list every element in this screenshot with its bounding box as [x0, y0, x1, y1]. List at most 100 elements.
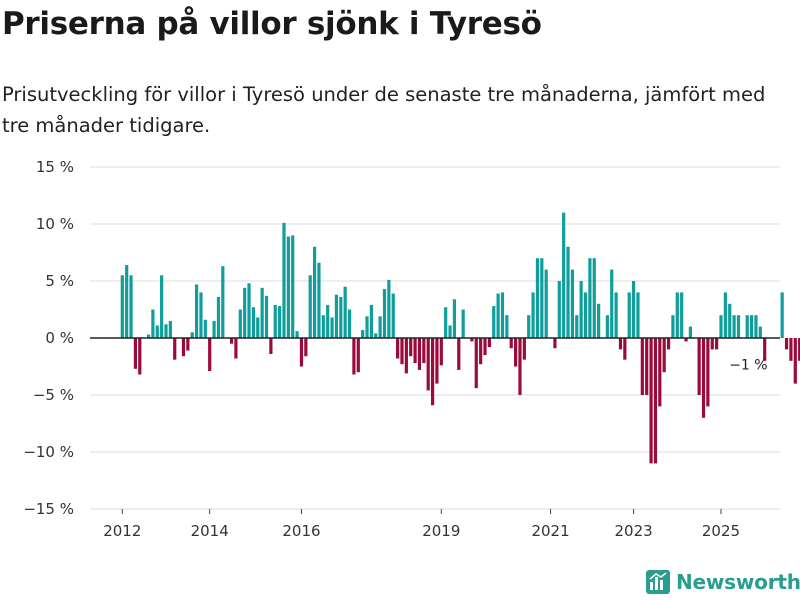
bar: [723, 292, 727, 338]
bar: [138, 338, 142, 375]
bar: [155, 325, 159, 338]
bar: [623, 338, 627, 360]
bar: [627, 292, 631, 338]
bar: [299, 338, 304, 367]
bar: [710, 338, 714, 350]
bar: [666, 338, 671, 350]
bar: [575, 315, 579, 338]
bar: [474, 338, 478, 389]
bar: [583, 292, 588, 338]
y-tick-label: 0 %: [45, 329, 74, 347]
bar: [487, 338, 491, 348]
bar: [146, 334, 151, 338]
bar: [404, 338, 408, 374]
bar: [636, 292, 640, 338]
y-tick-label: 10 %: [36, 215, 74, 233]
bar: [649, 338, 653, 464]
x-tick-label: 2014: [191, 522, 229, 540]
bar: [514, 338, 518, 367]
bar: [229, 338, 234, 344]
y-tick-label: −5 %: [33, 386, 74, 404]
bar: [470, 338, 474, 342]
bar: [347, 309, 352, 338]
bar: [216, 296, 221, 338]
bar: [544, 269, 548, 338]
x-tick-label: 2021: [531, 522, 569, 540]
bar: [160, 275, 164, 338]
bar: [269, 338, 273, 354]
bar: [374, 333, 378, 338]
bar: [356, 338, 360, 373]
bar: [688, 326, 692, 338]
bar: [151, 309, 155, 338]
bar: [684, 338, 688, 342]
bar: [570, 269, 575, 338]
bar: [190, 332, 194, 338]
bar: [531, 292, 535, 338]
bar: [618, 338, 623, 350]
bar: [483, 338, 487, 356]
bar: [409, 338, 413, 357]
bar: [164, 324, 168, 338]
bar: [653, 338, 658, 464]
bar: [793, 338, 797, 384]
bar: [496, 293, 500, 338]
bar: [120, 275, 124, 338]
bar: [640, 338, 644, 395]
bar: [247, 283, 251, 338]
bar: [540, 258, 544, 338]
bar: [745, 315, 749, 338]
bar: [304, 338, 308, 357]
bar: [256, 317, 260, 338]
bar: [645, 338, 649, 395]
bar: [728, 303, 732, 338]
bar: [457, 338, 461, 370]
bar: [662, 338, 666, 373]
bar: [798, 338, 800, 361]
bar: [763, 338, 767, 361]
bar: [221, 266, 225, 338]
bar: [312, 246, 317, 338]
bar: [343, 286, 347, 338]
bar: [330, 317, 334, 338]
bar: [422, 338, 426, 364]
brand-name: Newsworthy: [676, 570, 800, 594]
bar: [675, 292, 679, 338]
bar: [592, 258, 596, 338]
bar: [133, 338, 138, 369]
bar: [557, 281, 561, 338]
bar: [396, 338, 400, 359]
bar: [439, 338, 443, 366]
bar: [426, 338, 430, 391]
bar: [505, 315, 509, 338]
bar: [553, 338, 557, 349]
bar: [208, 338, 212, 372]
bar: [352, 338, 356, 375]
bar: [518, 338, 522, 395]
x-tick-label: 2025: [702, 522, 740, 540]
bar: [535, 258, 540, 338]
bar: [479, 338, 483, 365]
y-tick-label: −15 %: [23, 500, 74, 518]
bar: [203, 319, 207, 338]
bar: [264, 295, 269, 338]
bar: [452, 299, 457, 338]
bar: [413, 338, 417, 364]
bar: [260, 287, 264, 338]
bar: [234, 338, 238, 359]
bar: [597, 303, 601, 338]
bar: [566, 246, 570, 338]
bar: [400, 338, 404, 365]
x-tick-label: 2019: [422, 522, 460, 540]
bar: [732, 315, 736, 338]
bar: [308, 275, 312, 338]
bar: [286, 236, 290, 338]
bar: [579, 281, 583, 338]
bar: [295, 331, 299, 338]
bar: [181, 338, 186, 357]
bar: [631, 281, 636, 338]
bar: [671, 315, 675, 338]
bar: [212, 320, 216, 338]
latest-value-annotation: −1 %: [729, 357, 767, 373]
bar: [365, 316, 369, 338]
